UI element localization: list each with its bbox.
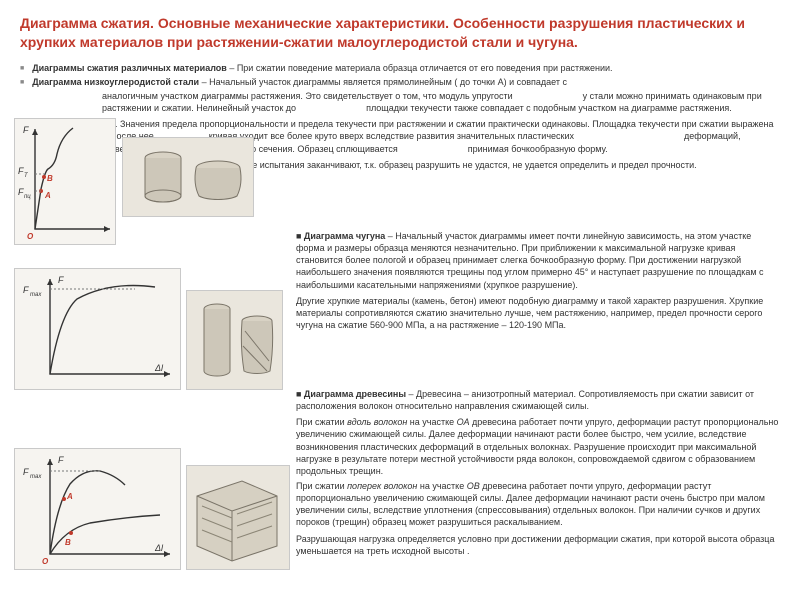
svg-text:А: А	[66, 492, 73, 501]
diagram-wood: А В F Fmax Δl O	[14, 448, 181, 570]
specimen-chugun	[186, 290, 283, 390]
svg-text:В: В	[65, 538, 71, 547]
svg-text:В: В	[47, 174, 53, 183]
svg-text:F: F	[58, 275, 64, 285]
svg-text:Δl: Δl	[154, 543, 164, 553]
bullet-1: Диаграммы сжатия различных материалов – …	[20, 62, 780, 74]
page-title: Диаграмма сжатия. Основные механические …	[20, 14, 780, 52]
wood-block: ■ Диаграмма древесины – Древесина – аниз…	[296, 388, 782, 481]
diagram-chugun: F Fmax Δl	[14, 268, 181, 390]
specimen-steel	[122, 137, 254, 217]
svg-text:Т: Т	[24, 173, 29, 179]
svg-text:F: F	[23, 125, 29, 135]
diagram-steel: В А F FТ Fпц O	[14, 118, 116, 245]
para-1: аналогичным участком диаграммы растяжени…	[102, 90, 780, 114]
svg-text:max: max	[30, 474, 42, 480]
svg-text:пц: пц	[24, 194, 31, 200]
specimen-wood	[186, 465, 290, 570]
wood-block2: При сжатии поперек волокон на участке ОВ…	[296, 480, 782, 561]
svg-text:F: F	[23, 467, 29, 477]
svg-text:O: O	[27, 232, 34, 241]
svg-text:Δl: Δl	[154, 363, 164, 373]
chugun-block: ■ Диаграмма чугуна – Начальный участок д…	[296, 230, 782, 335]
bullet-list: Диаграммы сжатия различных материалов – …	[20, 62, 780, 88]
bullet-2: Диаграмма низкоуглеродистой стали – Нача…	[20, 76, 780, 88]
svg-text:F: F	[58, 455, 64, 465]
svg-text:А: А	[44, 191, 51, 200]
svg-text:F: F	[23, 285, 29, 295]
svg-text:max: max	[30, 292, 42, 298]
svg-text:O: O	[42, 557, 49, 566]
